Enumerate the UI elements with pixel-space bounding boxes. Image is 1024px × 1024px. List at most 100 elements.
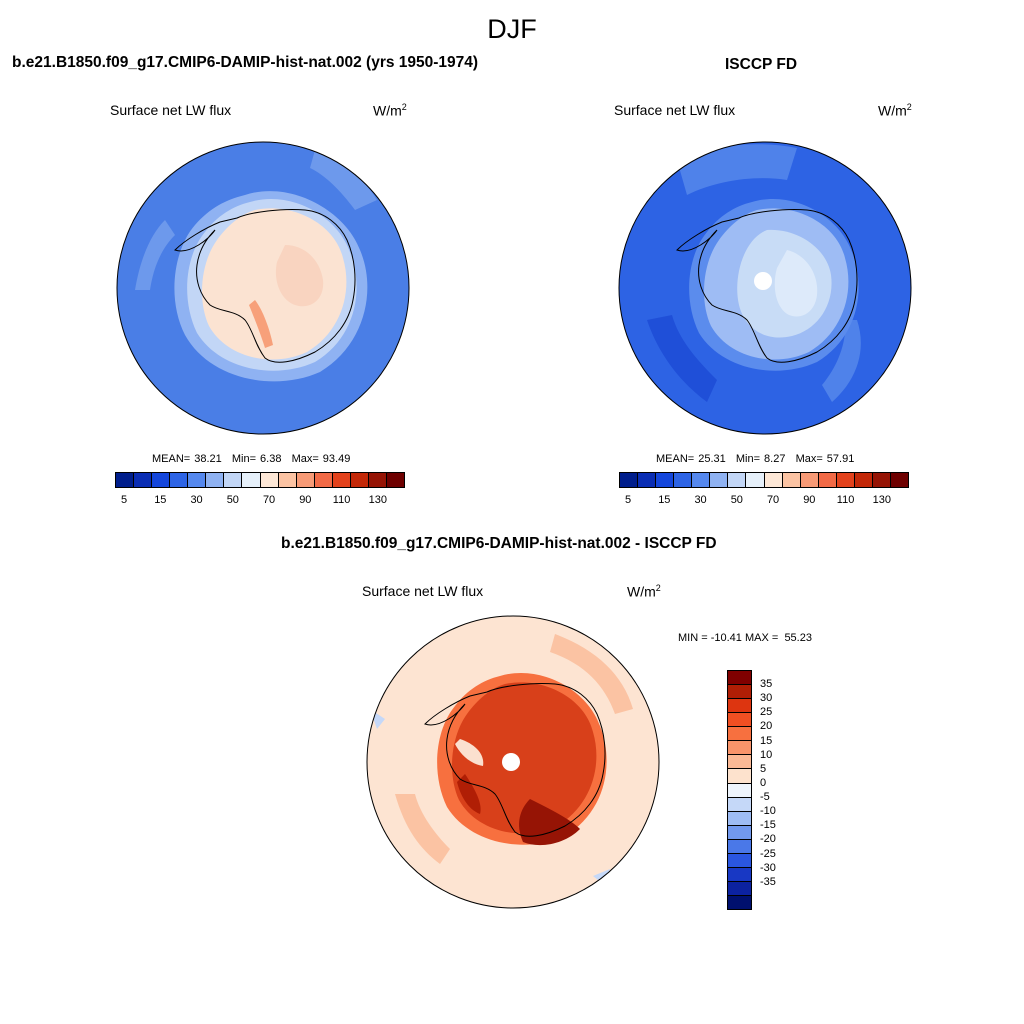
panel-2-colorbar-box bbox=[620, 473, 639, 487]
panel-1-antarctica-field bbox=[202, 208, 347, 360]
panel-1-colorbar bbox=[115, 472, 405, 488]
difference-colorbar-tick-label: 5 bbox=[760, 762, 767, 775]
difference-colorbar-tick-label: 25 bbox=[760, 706, 773, 719]
panel-2-colorbar-box bbox=[800, 473, 819, 487]
difference-antarctica-field bbox=[452, 682, 597, 834]
panel-1-colorbar-box bbox=[242, 473, 261, 487]
panel-1-colorbar-box bbox=[116, 473, 135, 487]
panel-2-colorbar-box bbox=[872, 473, 891, 487]
panel-1-colorbar-tick-label: 90 bbox=[299, 494, 312, 506]
panel-1-colorbar-tick-label: 130 bbox=[368, 494, 387, 506]
difference-colorbar-box bbox=[728, 867, 751, 882]
difference-colorbar-tick-label: 15 bbox=[760, 734, 773, 747]
panel-2-coastline bbox=[676, 209, 858, 363]
panel-1-colorbar-box bbox=[368, 473, 387, 487]
panel-1-colorbar-box bbox=[224, 473, 243, 487]
difference-colorbar-box bbox=[728, 881, 751, 896]
panel-2-colorbar-box bbox=[656, 473, 675, 487]
panel-2-colorbar-tick-label: 130 bbox=[872, 494, 891, 506]
panel-2-colorbar-tick-label: 110 bbox=[836, 494, 855, 506]
panel-1-polar-map bbox=[116, 141, 410, 435]
difference-colorbar-box bbox=[728, 699, 751, 714]
difference-title: b.e21.B1850.f09_g17.CMIP6-DAMIP-hist-nat… bbox=[281, 535, 717, 552]
panel-2-colorbar-tick-label: 15 bbox=[658, 494, 671, 506]
panel-2-colorbar-box bbox=[854, 473, 873, 487]
panel-2-polar-map bbox=[618, 141, 912, 435]
panel-1-colorbar-box bbox=[350, 473, 369, 487]
panel-2-stats: MEAN= 25.31 Min= 8.27 Max= 57.91 bbox=[656, 453, 855, 465]
panel-1-colorbar-tick-label: 30 bbox=[190, 494, 203, 506]
panel-1-colorbar-box bbox=[206, 473, 225, 487]
panel-2-variable-label: Surface net LW flux bbox=[614, 102, 736, 118]
difference-colorbar-tick-label: -20 bbox=[760, 833, 776, 846]
difference-colorbar-box bbox=[728, 727, 751, 742]
panel-1-colorbar-box bbox=[134, 473, 153, 487]
panel-1-colorbar-ticks: 5 15 30 50 70 90 110 130 bbox=[115, 494, 405, 508]
difference-colorbar bbox=[727, 670, 752, 910]
panel-1-units: W/m2 bbox=[373, 102, 407, 119]
difference-colorbar-box bbox=[728, 671, 751, 686]
panel-1-colorbar-tick-label: 5 bbox=[121, 494, 128, 506]
panel-1-colorbar-box bbox=[332, 473, 351, 487]
panel-2-colorbar-box bbox=[764, 473, 783, 487]
panel-2-units: W/m2 bbox=[878, 102, 912, 119]
panel-1-colorbar-box bbox=[152, 473, 171, 487]
panel-2-colorbar-box bbox=[692, 473, 711, 487]
figure-title: DJF bbox=[487, 14, 537, 44]
difference-colorbar-tick-label: -10 bbox=[760, 805, 776, 818]
difference-polar-map bbox=[366, 615, 660, 909]
panel-1-stats: MEAN= 38.21 Min= 6.38 Max= 93.49 bbox=[152, 453, 351, 465]
panel-1-colorbar-box bbox=[314, 473, 333, 487]
panel-2-colorbar-tick-label: 90 bbox=[803, 494, 816, 506]
panel-2-colorbar-box bbox=[890, 473, 908, 487]
difference-colorbar-tick-label: -30 bbox=[760, 861, 776, 874]
difference-colorbar-box bbox=[728, 755, 751, 770]
difference-colorbar-box bbox=[728, 685, 751, 700]
difference-pole-hole bbox=[502, 753, 520, 771]
difference-colorbar-box bbox=[728, 825, 751, 840]
panel-2-pole-hole bbox=[754, 272, 772, 290]
panel-2-colorbar-box bbox=[818, 473, 837, 487]
panel-1-coastline bbox=[174, 209, 356, 363]
panel-2-colorbar-box bbox=[674, 473, 693, 487]
panel-1-colorbar-box bbox=[386, 473, 404, 487]
panel-1-title: b.e21.B1850.f09_g17.CMIP6-DAMIP-hist-nat… bbox=[12, 54, 479, 71]
difference-colorbar-box bbox=[728, 853, 751, 868]
panel-1-variable-label: Surface net LW flux bbox=[110, 102, 232, 118]
difference-colorbar-box bbox=[728, 783, 751, 798]
difference-colorbar-box bbox=[728, 741, 751, 756]
difference-colorbar-tick-label: 35 bbox=[760, 678, 773, 691]
panel-1-colorbar-tick-label: 110 bbox=[332, 494, 351, 506]
panel-2-colorbar bbox=[619, 472, 909, 488]
difference-colorbar-tick-label: -5 bbox=[760, 791, 770, 804]
panel-1-colorbar-box bbox=[260, 473, 279, 487]
panel-2-colorbar-box bbox=[782, 473, 801, 487]
panel-1-colorbar-tick-label: 70 bbox=[262, 494, 276, 506]
difference-colorbar-box bbox=[728, 811, 751, 826]
difference-colorbar-box bbox=[728, 769, 751, 784]
difference-colorbar-tick-label: -15 bbox=[760, 819, 776, 832]
panel-1-colorbar-box bbox=[188, 473, 207, 487]
panel-2-colorbar-box bbox=[638, 473, 657, 487]
panel-1-colorbar-box bbox=[278, 473, 297, 487]
panel-2-colorbar-box bbox=[836, 473, 855, 487]
difference-colorbar-box bbox=[728, 713, 751, 728]
difference-stats: MIN = -10.41 MAX = 55.23 bbox=[678, 632, 812, 644]
panel-2-colorbar-ticks: 5 15 30 50 70 90 110 130 bbox=[619, 494, 909, 508]
panel-1-colorbar-box bbox=[296, 473, 315, 487]
difference-colorbar-box bbox=[728, 797, 751, 812]
panel-2-colorbar-tick-label: 5 bbox=[625, 494, 632, 506]
panel-2-colorbar-tick-label: 50 bbox=[730, 494, 743, 506]
difference-colorbar-tick-label: 0 bbox=[760, 776, 767, 789]
difference-units: W/m2 bbox=[627, 583, 661, 600]
panel-2-colorbar-box bbox=[728, 473, 747, 487]
difference-colorbar-tick-label: -35 bbox=[760, 875, 776, 888]
panel-2-colorbar-box bbox=[746, 473, 765, 487]
difference-colorbar-ticks: 35 30 25 20 15 10 5 0 -5 -10 -15 -20 -25 -30 -35 bbox=[760, 670, 800, 910]
difference-colorbar-tick-label: 20 bbox=[760, 720, 773, 733]
panel-2-colorbar-box bbox=[710, 473, 729, 487]
difference-variable-label: Surface net LW flux bbox=[362, 583, 484, 599]
panel-2-colorbar-tick-label: 70 bbox=[766, 494, 780, 506]
difference-colorbar-tick-label: 10 bbox=[760, 748, 773, 761]
difference-colorbar-tick-label: 30 bbox=[760, 692, 773, 705]
